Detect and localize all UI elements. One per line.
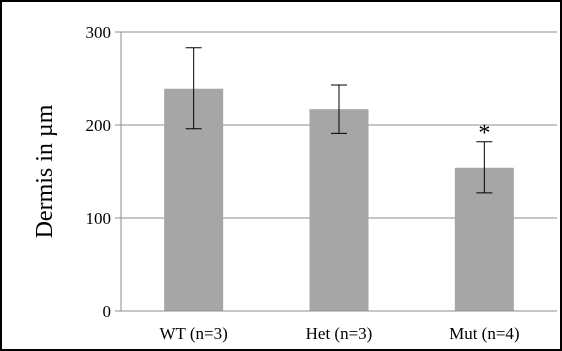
- axes: [115, 31, 557, 312]
- y-tick-label: 100: [86, 209, 112, 228]
- y-axis-label: Dermis in µm: [32, 104, 58, 238]
- x-tick-label: WT (n=3): [160, 324, 228, 343]
- y-tick-labels: 0 100 200 300: [86, 23, 112, 321]
- annotations: *: [478, 121, 490, 147]
- y-tick-label: 0: [103, 302, 112, 321]
- y-tick-label: 200: [86, 116, 112, 135]
- bar: [309, 109, 369, 311]
- error-bars: [185, 47, 493, 194]
- y-tick-label: 300: [86, 23, 112, 42]
- significance-marker: *: [478, 121, 490, 147]
- x-tick-label: Het (n=3): [306, 324, 373, 343]
- x-tick-labels: WT (n=3) Het (n=3) Mut (n=4): [160, 324, 520, 343]
- x-tick-label: Mut (n=4): [449, 324, 520, 343]
